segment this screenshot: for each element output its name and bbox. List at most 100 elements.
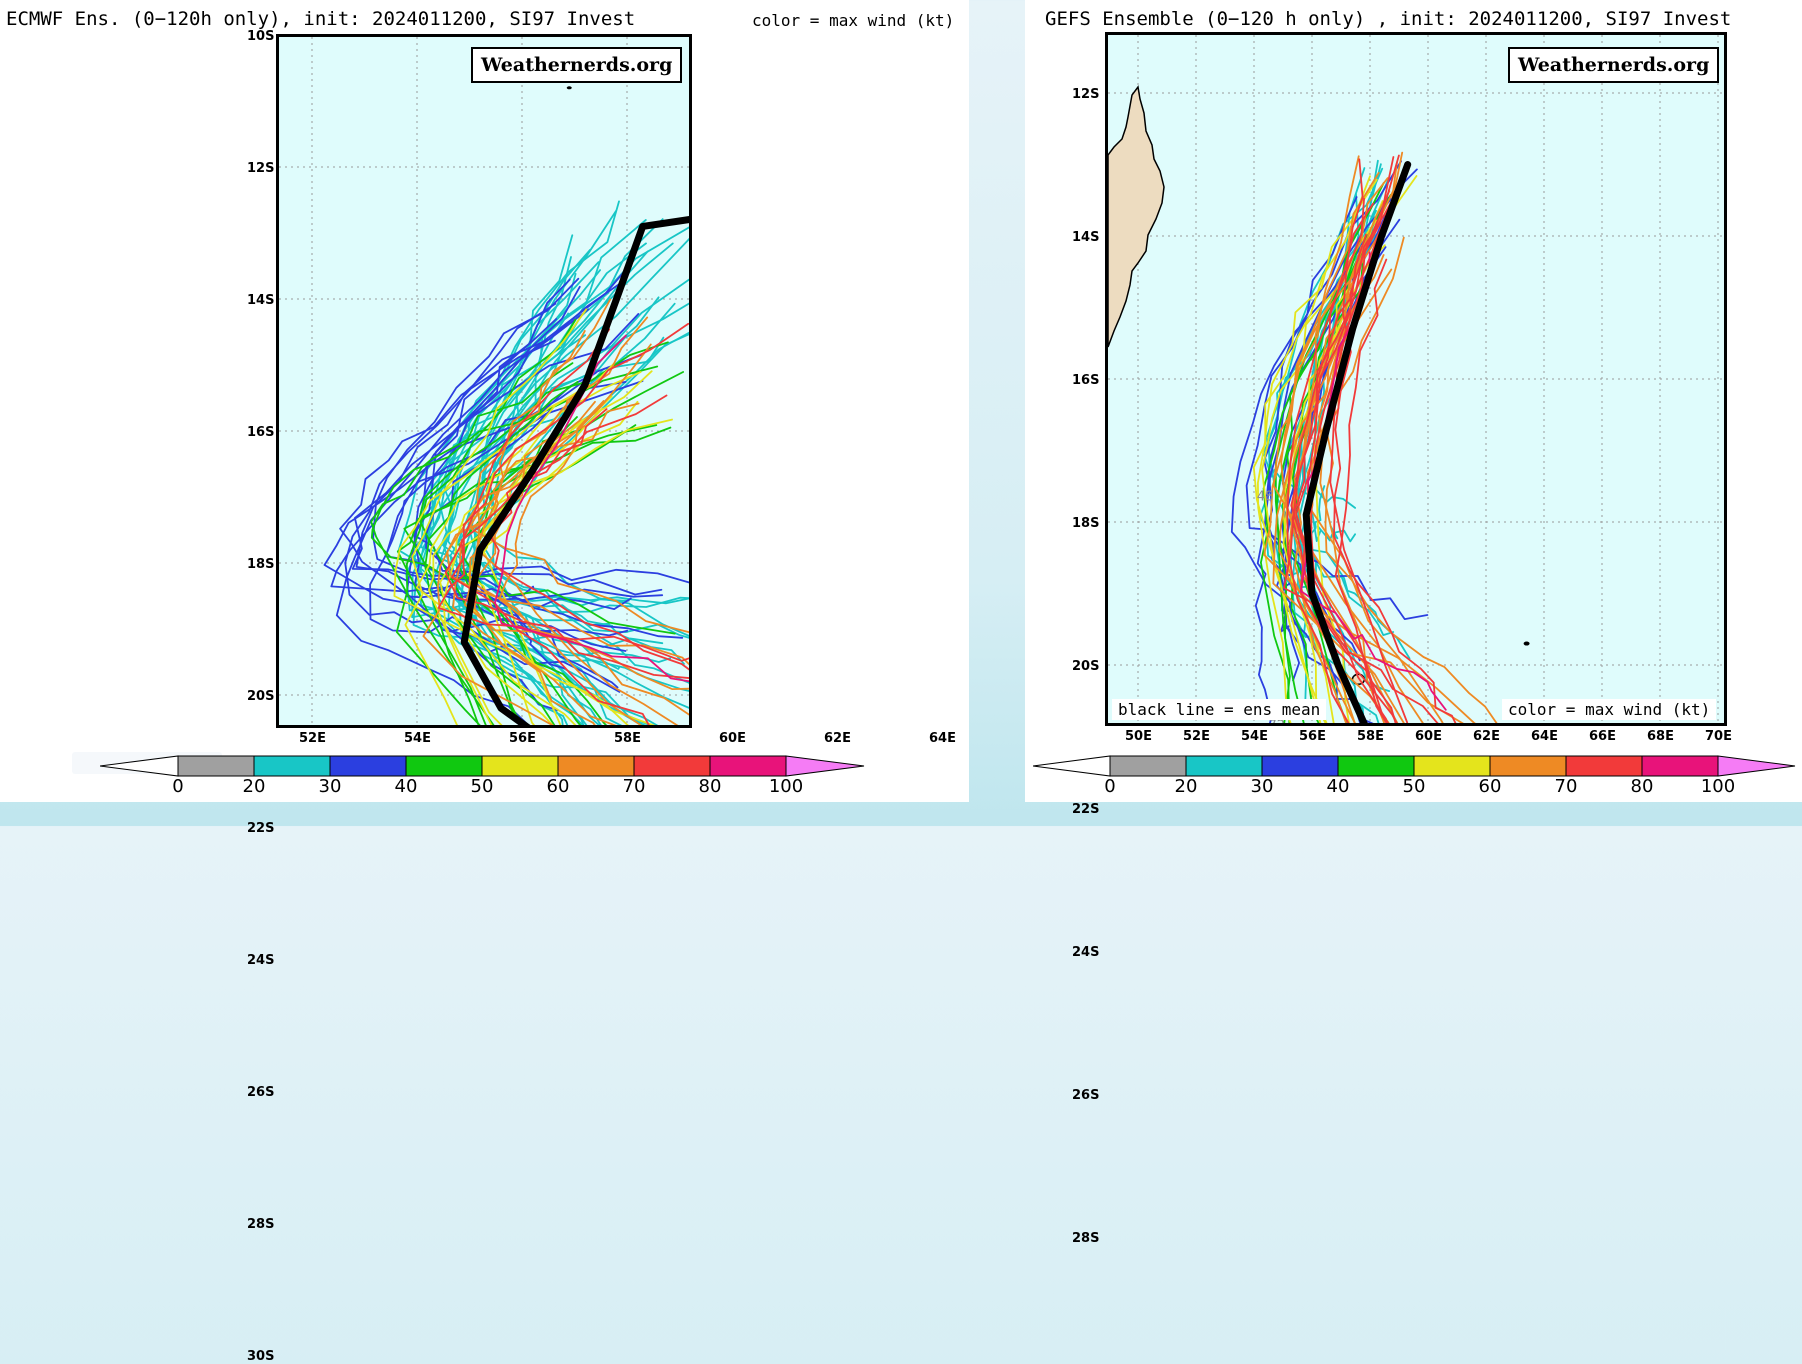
- ensemble-track: [1280, 177, 1389, 723]
- colorbar-tick-label: 50: [470, 776, 494, 797]
- ensemble-track: [330, 380, 664, 602]
- colorbar-tick-label: 80: [1630, 776, 1654, 797]
- colorbar-tick-label: 60: [1478, 776, 1502, 797]
- latitude-tick-label: 16S: [1072, 373, 1100, 388]
- colorbar-tick-label: 0: [172, 776, 184, 797]
- ecmwf-brand-label: Weathernerds.org: [471, 47, 683, 83]
- ensemble-track: [452, 386, 617, 725]
- longitude-tick-label: 50E: [1125, 729, 1152, 744]
- longitude-tick-label: 64E: [929, 731, 956, 746]
- ensemble-track: [1286, 155, 1360, 723]
- madagascar-landmass: [1108, 85, 1165, 348]
- latitude-tick-label: 18S: [1072, 516, 1100, 531]
- ensemble-track: [1286, 202, 1374, 723]
- latitude-tick-label: 26S: [1072, 1088, 1100, 1103]
- colorbar-tick-label: 50: [1402, 776, 1426, 797]
- forecast-hour-label: 48: [1257, 490, 1274, 505]
- ensemble-track: [428, 418, 673, 725]
- ensemble-track: [444, 328, 689, 679]
- latitude-tick-label: 24S: [1072, 945, 1100, 960]
- colorbar-segment: [1337, 755, 1415, 777]
- colorbar-tick-label: 70: [622, 776, 646, 797]
- colorbar-segment: [1565, 755, 1643, 777]
- colorbar-min-arrow: [100, 755, 179, 777]
- ensemble-track: [1333, 158, 1457, 723]
- gefs-panel: GEFS Ensemble (0−120 h only) , init: 202…: [1025, 0, 1802, 1246]
- colorbar-tick-label: 30: [1250, 776, 1274, 797]
- ensemble-track: [1283, 233, 1439, 723]
- colorbar-segment: [633, 755, 711, 777]
- ensemble-track: [422, 400, 596, 725]
- latitude-tick-label: 14S: [247, 293, 275, 308]
- ensemble-track: [1302, 161, 1412, 723]
- latitude-tick-label: 20S: [247, 689, 275, 704]
- latitude-tick-label: 26S: [247, 1085, 275, 1100]
- ecmwf-panel: ECMWF Ens. (0−120h only), init: 20240112…: [0, 0, 1061, 1364]
- longitude-tick-label: 52E: [1183, 729, 1210, 744]
- longitude-tick-label: 62E: [1473, 729, 1500, 744]
- longitude-tick-label: 56E: [1299, 729, 1326, 744]
- latitude-tick-label: 28S: [1072, 1231, 1100, 1246]
- longitude-tick-label: 58E: [1357, 729, 1384, 744]
- ensemble-track: [405, 237, 689, 614]
- ensemble-track: [1257, 175, 1371, 723]
- rodrigues-island: [1523, 641, 1530, 646]
- ensemble-track: [489, 408, 689, 671]
- colorbar-tick-label: 40: [1326, 776, 1350, 797]
- latitude-tick-label: 24S: [247, 953, 275, 968]
- gefs-brand-label: Weathernerds.org: [1508, 47, 1720, 83]
- colorbar-segment: [177, 755, 255, 777]
- colorbar-segment: [1413, 755, 1491, 777]
- gefs-track-map: 4872729696120120 Weathernerds.org black …: [1105, 32, 1727, 726]
- colorbar-segment: [1641, 755, 1719, 777]
- colorbar-tick-label: 30: [318, 776, 342, 797]
- colorbar-segment: [329, 755, 407, 777]
- ensemble-track: [412, 261, 689, 692]
- longitude-tick-label: 70E: [1705, 729, 1732, 744]
- latitude-tick-label: 12S: [247, 161, 275, 176]
- ensemble-track: [416, 371, 642, 725]
- ensemble-track: [473, 316, 649, 725]
- colorbar-tick-label: 20: [242, 776, 266, 797]
- ensemble-track: [1300, 251, 1447, 711]
- colorbar-tick-label: 20: [1174, 776, 1198, 797]
- longitude-tick-label: 60E: [719, 731, 746, 746]
- ensemble-track: [372, 277, 663, 596]
- latitude-tick-label: 10S: [247, 29, 275, 44]
- ensemble-track: [1263, 196, 1358, 644]
- ecmwf-colorbar: [100, 755, 865, 777]
- longitude-tick-label: 54E: [1241, 729, 1268, 744]
- longitude-tick-label: 68E: [1647, 729, 1674, 744]
- longitude-tick-label: 54E: [404, 731, 431, 746]
- ensemble-track: [351, 313, 689, 584]
- ensemble-track: [494, 334, 689, 683]
- colorbar-segment: [253, 755, 331, 777]
- longitude-tick-label: 52E: [299, 731, 326, 746]
- latitude-tick-label: 16S: [247, 425, 275, 440]
- ensemble-track: [1272, 243, 1424, 723]
- longitude-tick-label: 62E: [824, 731, 851, 746]
- longitude-tick-label: 60E: [1415, 729, 1442, 744]
- ensemble-track: [323, 353, 645, 693]
- ecmwf-title: ECMWF Ens. (0−120h only), init: 20240112…: [6, 8, 636, 30]
- ensemble-track: [1295, 197, 1398, 723]
- colorbar-segment: [481, 755, 559, 777]
- colorbar-segment: [1185, 755, 1263, 777]
- ensemble-track: [1252, 178, 1378, 723]
- colorbar-segment: [1261, 755, 1339, 777]
- colorbar-tick-label: 70: [1554, 776, 1578, 797]
- colorbar-max-arrow: [785, 755, 865, 777]
- colorbar-tick-label: 100: [1700, 776, 1736, 797]
- ensemble-track: [442, 200, 620, 725]
- ensemble-track: [396, 424, 658, 725]
- colorbar-segment: [1489, 755, 1567, 777]
- ecmwf-track-plot: 12012072969612012096120120: [279, 37, 689, 725]
- longitude-tick-label: 58E: [614, 731, 641, 746]
- latitude-tick-label: 12S: [1072, 87, 1100, 102]
- ensemble-track: [464, 343, 689, 690]
- colorbar-tick-label: 100: [768, 776, 804, 797]
- longitude-tick-label: 56E: [509, 731, 536, 746]
- latitude-tick-label: 20S: [1072, 659, 1100, 674]
- latitude-tick-label: 18S: [247, 557, 275, 572]
- ensemble-track: [460, 216, 689, 725]
